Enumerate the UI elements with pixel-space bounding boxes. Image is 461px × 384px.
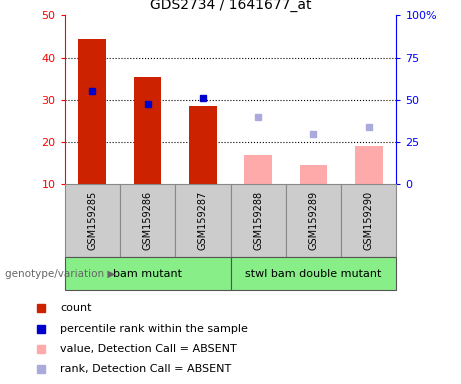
- Text: value, Detection Call = ABSENT: value, Detection Call = ABSENT: [60, 344, 236, 354]
- Text: rank, Detection Call = ABSENT: rank, Detection Call = ABSENT: [60, 364, 231, 374]
- Text: genotype/variation ▶: genotype/variation ▶: [5, 268, 115, 279]
- Bar: [189, 106, 217, 184]
- Bar: [230, 257, 396, 290]
- Bar: [120, 184, 175, 257]
- Title: GDS2734 / 1641677_at: GDS2734 / 1641677_at: [150, 0, 311, 12]
- Bar: [244, 155, 272, 184]
- Bar: [65, 257, 230, 290]
- Text: GSM159289: GSM159289: [308, 191, 319, 250]
- Bar: [175, 184, 230, 257]
- Text: stwl bam double mutant: stwl bam double mutant: [245, 268, 382, 279]
- Text: percentile rank within the sample: percentile rank within the sample: [60, 324, 248, 334]
- Text: count: count: [60, 303, 91, 313]
- Bar: [341, 184, 396, 257]
- Text: GSM159290: GSM159290: [364, 191, 374, 250]
- Text: bam mutant: bam mutant: [113, 268, 182, 279]
- Bar: [300, 166, 327, 184]
- Text: GSM159286: GSM159286: [142, 191, 153, 250]
- Bar: [230, 184, 286, 257]
- Bar: [355, 146, 383, 184]
- Bar: [65, 184, 120, 257]
- Bar: [78, 39, 106, 184]
- Bar: [134, 77, 161, 184]
- Text: GSM159288: GSM159288: [253, 191, 263, 250]
- Text: GSM159285: GSM159285: [87, 191, 97, 250]
- Text: GSM159287: GSM159287: [198, 191, 208, 250]
- Bar: [286, 184, 341, 257]
